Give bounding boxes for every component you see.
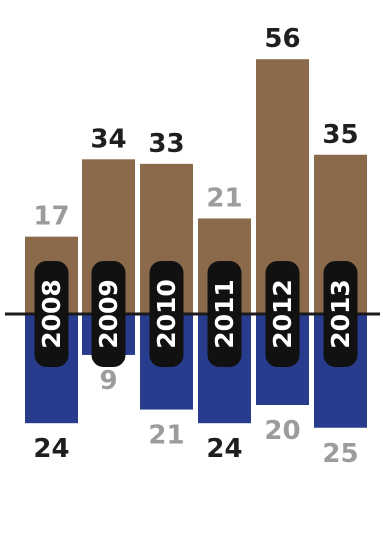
value-label-lower-2010: 21 [148,421,184,451]
lower-bars [25,314,367,428]
year-pill-2009 [91,261,126,367]
year-pill-2010 [149,261,184,367]
value-label-lower-2013: 25 [322,439,358,469]
value-label-upper-2011: 21 [206,183,242,213]
value-label-upper-2013: 35 [322,120,358,150]
year-pill-2013 [323,261,358,367]
year-label-2011: 2011 [210,279,239,349]
value-label-lower-2011: 24 [206,434,242,464]
value-label-upper-2008: 17 [33,202,69,232]
year-label-2012: 2012 [268,279,297,349]
year-pill-2008 [34,261,69,367]
year-labels: 2008 2009 2010 2011 2012 2013 [34,261,358,367]
value-label-upper-2009: 34 [90,124,126,154]
year-pill-2012 [265,261,300,367]
year-label-2009: 2009 [94,279,123,349]
value-label-upper-2010: 33 [148,129,184,159]
value-label-lower-2008: 24 [33,434,69,464]
value-labels: 17 24 34 9 33 21 21 24 56 20 35 25 [33,24,358,469]
value-label-lower-2012: 20 [264,416,300,446]
year-label-2008: 2008 [37,279,66,349]
year-label-2010: 2010 [152,279,181,349]
upper-bars [25,59,367,315]
year-pill-2011 [207,261,242,367]
year-label-2013: 2013 [326,279,355,349]
value-label-lower-2009: 9 [99,366,117,396]
value-label-upper-2012: 56 [264,24,300,54]
